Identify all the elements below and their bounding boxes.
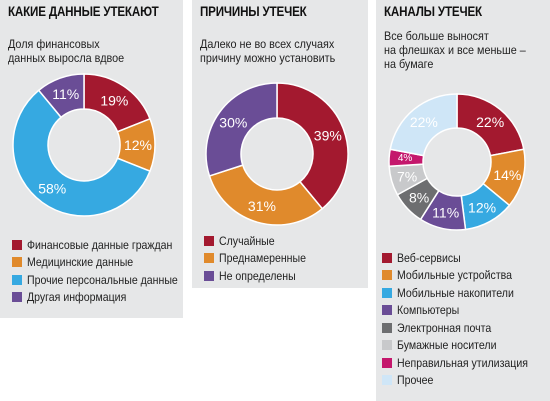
legend-swatch xyxy=(382,252,392,263)
chart-subtitle-line: Все больше выносят xyxy=(384,29,489,43)
legend-item: Компьютеры xyxy=(382,302,546,320)
chart-subtitle-line: причину можно установить xyxy=(200,51,336,65)
slice-label: 8% xyxy=(409,190,429,206)
legend-label: Финансовые данные граждан xyxy=(27,237,173,252)
slice-label: 58% xyxy=(38,181,66,197)
legend-label: Не определены xyxy=(219,268,296,283)
legend-label: Преднамеренные xyxy=(219,251,306,266)
slice-label: 22% xyxy=(410,114,438,130)
panel-leak-causes: ПРИЧИНЫ УТЕЧЕК Далеко не во всех случаях… xyxy=(192,0,368,288)
slice-label: 39% xyxy=(314,128,342,144)
donut-chart: 22% 14% 12% 11%8% 7% 4% 22% xyxy=(388,93,526,231)
legend-swatch xyxy=(12,257,22,268)
legend-label: Прочие персональные данные xyxy=(27,272,178,287)
slice-label: 11% xyxy=(432,205,459,221)
legend-swatch xyxy=(204,235,214,246)
slice-label: 12% xyxy=(124,137,152,153)
legend-swatch xyxy=(382,375,392,386)
chart-title: КАКИЕ ДАННЫЕ УТЕКАЮТ xyxy=(8,4,159,19)
slice-label: 11% xyxy=(52,86,79,102)
legend-item: Не определены xyxy=(204,267,318,285)
legend-swatch xyxy=(382,357,392,368)
legend-label: Мобильные накопители xyxy=(397,285,514,300)
legend-label: Другая информация xyxy=(27,290,127,305)
legend-swatch xyxy=(12,239,22,250)
legend-swatch xyxy=(382,270,392,281)
slice-label: 19% xyxy=(100,92,128,108)
chart-legend: Случайные Преднамеренные Не определены xyxy=(204,232,318,285)
legend-item: Медицинские данные xyxy=(12,254,198,272)
slice-label: 22% xyxy=(476,114,504,130)
legend-item: Мобильные накопители xyxy=(382,284,546,302)
legend-item: Бумажные носители xyxy=(382,337,546,355)
donut-slice xyxy=(12,89,151,217)
legend-swatch xyxy=(382,305,392,316)
donut-chart: 19% 12% 58% 11% xyxy=(12,73,156,217)
legend-item: Случайные xyxy=(204,232,318,250)
chart-legend: Веб-сервисы Мобильные устройства Мобильные… xyxy=(382,249,546,389)
donut-slice xyxy=(389,93,458,157)
legend-item: Другая информация xyxy=(12,289,198,307)
legend-item: Неправильная утилизация xyxy=(382,354,546,372)
slice-label: 12% xyxy=(468,200,496,216)
legend-swatch xyxy=(382,287,392,298)
slice-label: 7% xyxy=(397,169,417,185)
legend-swatch xyxy=(12,274,22,285)
legend-label: Компьютеры xyxy=(397,303,460,318)
slice-label: 4% xyxy=(398,153,413,164)
legend-item: Финансовые данные граждан xyxy=(12,236,198,254)
chart-subtitle-line: Далеко не во всех случаях xyxy=(200,37,335,51)
donut-chart: 39% 31% 30% xyxy=(205,82,349,226)
slice-label: 14% xyxy=(493,167,521,183)
legend-item: Веб-сервисы xyxy=(382,249,546,267)
chart-legend: Финансовые данные граждан Медицинские дан… xyxy=(12,236,198,306)
legend-label: Прочее xyxy=(397,373,434,388)
legend-item: Преднамеренные xyxy=(204,250,318,268)
legend-item: Прочие персональные данные xyxy=(12,271,198,289)
legend-label: Бумажные носители xyxy=(397,338,497,353)
legend-swatch xyxy=(382,340,392,351)
legend-item: Прочее xyxy=(382,372,546,390)
legend-swatch xyxy=(382,322,392,333)
donut-slice xyxy=(205,82,278,177)
chart-subtitle-line: на бумаге xyxy=(384,57,434,71)
donut-slice xyxy=(276,82,349,210)
legend-swatch xyxy=(204,270,214,281)
chart-title: КАНАЛЫ УТЕЧЕК xyxy=(384,4,482,19)
legend-item: Электронная почта xyxy=(382,319,546,337)
donut-slice xyxy=(37,73,85,119)
legend-label: Веб-сервисы xyxy=(397,250,461,265)
slice-label: 31% xyxy=(248,198,276,214)
chart-subtitle-line: данных выросла вдвое xyxy=(8,51,125,65)
legend-label: Неправильная утилизация xyxy=(397,355,528,370)
legend-label: Случайные xyxy=(219,233,275,248)
legend-label: Медицинские данные xyxy=(27,255,134,270)
panel-leak-channels: КАНАЛЫ УТЕЧЕК Все больше выносят на флеш… xyxy=(376,0,550,401)
legend-swatch xyxy=(204,253,214,264)
donut-slice xyxy=(208,164,324,226)
slice-label: 30% xyxy=(219,114,247,130)
legend-label: Электронная почта xyxy=(397,320,492,335)
chart-subtitle-line: Доля финансовых xyxy=(8,37,100,51)
legend-swatch xyxy=(12,292,22,303)
panel-data-types: КАКИЕ ДАННЫЕ УТЕКАЮТ Доля финансовых дан… xyxy=(0,0,183,318)
legend-item: Мобильные устройства xyxy=(382,267,546,285)
chart-subtitle-line: на флешках и все меньше – xyxy=(384,43,526,57)
chart-title: ПРИЧИНЫ УТЕЧЕК xyxy=(200,4,307,19)
legend-label: Мобильные устройства xyxy=(397,268,513,283)
